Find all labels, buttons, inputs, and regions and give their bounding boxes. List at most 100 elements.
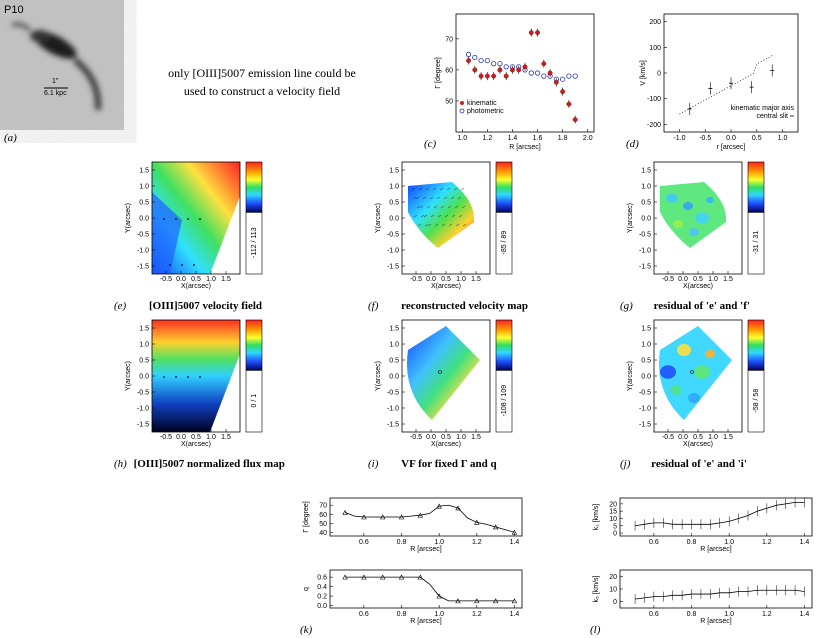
- velocity-vector: [451, 214, 456, 218]
- plot-frame: [329, 569, 523, 609]
- kinematic-point: [491, 73, 497, 79]
- map-x-tick-label: -0.5: [160, 276, 172, 283]
- velocity-vector: [443, 196, 448, 200]
- x-tick-label: 1.2: [472, 539, 482, 546]
- velocity-field-blue-region: [152, 192, 182, 274]
- map-x-tick-label: -0.5: [160, 434, 172, 441]
- map-x-tick-label: 1.5: [471, 276, 481, 283]
- residual-blob: [666, 193, 678, 203]
- map-y-axis-label: Y(arcsec): [627, 203, 634, 233]
- map-x-tick-label: 1.0: [456, 434, 466, 441]
- reconstructed-field-area: [408, 182, 475, 248]
- velocity-vector: [440, 205, 445, 209]
- y-tick-label: 10: [609, 587, 617, 594]
- map-x-tick-label: 1.5: [723, 276, 733, 283]
- chart-l-k5-profile: 0.6 0.8 1.0 1.2 1.4 20 10 0 R [arcsec] k₅ [km/s]: [593, 569, 813, 625]
- caption-h-letter: (h): [114, 458, 127, 470]
- velocity-sample-point: [181, 264, 183, 266]
- x-axis-label: r [arcsec]: [717, 144, 746, 151]
- residual-j-blob: [670, 384, 682, 396]
- colorbar-label-box: [495, 212, 513, 275]
- profile-marker: [455, 505, 461, 511]
- residual-blob: [689, 228, 699, 236]
- note-text: only [OIII]5007 emission line could be u…: [152, 64, 372, 100]
- velocity-vector: [430, 214, 435, 218]
- caption-f-text: reconstructed velocity map: [401, 300, 529, 312]
- velocity-vector: [433, 205, 438, 209]
- velocity-vector: [461, 205, 466, 209]
- map-x-tick-label: 1.0: [708, 276, 718, 283]
- map-y-tick-label: 0.0: [139, 374, 149, 381]
- map-x-tick-label: 1.0: [456, 276, 466, 283]
- velocity-vector: [432, 187, 437, 191]
- velocity-vector: [462, 223, 467, 227]
- velocity-sample-point: [175, 218, 177, 220]
- caption-h: (h) [OIII]5007 normalized flux map: [114, 458, 285, 470]
- velocity-vector: [453, 187, 458, 191]
- x-tick-label: 1.0: [724, 539, 734, 546]
- profile-marker: [474, 598, 480, 604]
- map-y-tick-label: 1.0: [139, 184, 149, 191]
- residual-j-blob: [677, 344, 691, 356]
- map-y-axis-label: Y(arcsec): [125, 203, 132, 233]
- velocity-sample-point: [187, 218, 189, 220]
- legend-marker-photometric: [459, 108, 465, 114]
- photometric-point: [472, 54, 478, 61]
- x-tick-label: 1.8: [558, 135, 568, 142]
- profile-marker: [455, 598, 461, 604]
- map-x-tick-label: -0.5: [662, 276, 674, 283]
- map-y-tick-label: 0.5: [139, 358, 149, 365]
- center-marker: [690, 370, 694, 374]
- map-y-axis-label: Y(arcsec): [375, 361, 382, 391]
- y-tick-label: 10: [609, 516, 617, 523]
- caption-j: (j) residual of 'e' and 'i': [620, 458, 747, 470]
- legend-kinematic: kinematic: [467, 100, 497, 107]
- flux-sample-point: [199, 376, 201, 378]
- kinematic-point: [484, 73, 490, 79]
- kinematic-point: [497, 67, 503, 73]
- caption-j-letter: (j): [620, 458, 631, 470]
- velocity-vector: [429, 196, 434, 200]
- x-axis-label: R [arcsec]: [410, 618, 442, 625]
- map-j-residual-e-i: 1.5 1.0 0.5 0.0 -0.5 -1.0 -1.5 -0.5 0.0 0.5 1.0 1.5…: [627, 319, 765, 448]
- x-tick-label: 0.8: [397, 611, 407, 618]
- map-x-tick-label: 0.0: [426, 276, 436, 283]
- photometric-point: [465, 51, 472, 57]
- residual-j-blob: [694, 365, 710, 379]
- map-x-tick-label: -0.5: [410, 276, 422, 283]
- photometric-point: [528, 70, 534, 76]
- y-tick-label: 50: [319, 521, 327, 528]
- kinematic-point: [503, 73, 509, 79]
- y-tick-label: 70: [445, 36, 453, 43]
- velocity-vector: [448, 223, 453, 227]
- flux-sample-point: [163, 376, 165, 378]
- map-y-tick-label: -0.5: [639, 232, 651, 239]
- x-tick-label: 1.2: [482, 135, 492, 142]
- map-x-tick-label: 1.5: [471, 434, 481, 441]
- map-x-axis-label: X(arcsec): [431, 283, 461, 290]
- caption-c: (c): [424, 138, 437, 150]
- map-x-tick-label: 0.5: [191, 434, 201, 441]
- y-tick-label: 0.6: [317, 575, 327, 582]
- y-tick-label: 40: [319, 530, 327, 537]
- map-i-vf-fixed: 1.5 1.0 0.5 0.0 -0.5 -1.0 -1.5 -0.5 0.0 0.5 1.0 1.5…: [375, 319, 513, 448]
- map-y-tick-label: -1.5: [639, 422, 651, 429]
- map-y-tick-label: 0.5: [389, 358, 399, 365]
- residual-blob: [706, 196, 714, 204]
- velocity-vector: [427, 223, 432, 227]
- velocity-vector: [426, 205, 431, 209]
- caption-g-letter: (g): [620, 300, 633, 312]
- profile-marker: [379, 514, 386, 520]
- x-tick-label: 0.6: [649, 611, 659, 618]
- velocity-sample-point: [193, 264, 195, 266]
- kinematic-point: [522, 64, 528, 70]
- map-y-tick-label: 1.5: [389, 326, 399, 333]
- map-y-tick-label: -1.5: [639, 264, 651, 271]
- profile-marker: [342, 509, 348, 515]
- y-axis-label: k₅ [km/s]: [593, 575, 600, 602]
- legend-marker-kinematic: [460, 101, 464, 105]
- residual-field-area: [660, 182, 727, 248]
- map-y-tick-label: -1.0: [387, 406, 399, 413]
- x-tick-label: 0.6: [359, 539, 369, 546]
